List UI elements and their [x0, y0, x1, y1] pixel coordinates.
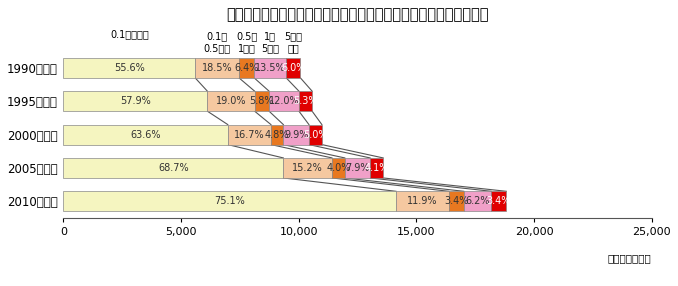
- Text: 5トン
以上: 5トン 以上: [284, 31, 302, 53]
- Text: 6.4%: 6.4%: [235, 63, 259, 73]
- Bar: [63, 58, 195, 78]
- Text: 4.0%: 4.0%: [326, 163, 351, 173]
- Text: 5.8%: 5.8%: [250, 96, 274, 106]
- Text: 63.6%: 63.6%: [130, 130, 161, 140]
- Bar: [309, 125, 322, 145]
- Bar: [286, 58, 300, 78]
- Text: 0.5～
1トン: 0.5～ 1トン: [236, 31, 257, 53]
- Bar: [63, 191, 396, 211]
- Bar: [254, 58, 286, 78]
- Text: 13.5%: 13.5%: [255, 63, 285, 73]
- Bar: [207, 91, 255, 111]
- Text: 7.9%: 7.9%: [345, 163, 370, 173]
- Bar: [491, 191, 506, 211]
- Text: 57.9%: 57.9%: [120, 96, 151, 106]
- Text: 1～
5トン: 1～ 5トン: [261, 31, 279, 53]
- Text: 3.4%: 3.4%: [444, 196, 468, 206]
- Bar: [63, 158, 283, 178]
- Text: 5.0%: 5.0%: [303, 130, 327, 140]
- Text: 12.0%: 12.0%: [268, 96, 300, 106]
- Text: 0.1～
0.5トン: 0.1～ 0.5トン: [203, 31, 231, 53]
- Bar: [449, 191, 464, 211]
- Text: 19.0%: 19.0%: [216, 96, 246, 106]
- Text: 5.3%: 5.3%: [294, 96, 318, 106]
- Title: 物流センサスからみた「１件あたり輸送ロット別物流件数の推移」: 物流センサスからみた「１件あたり輸送ロット別物流件数の推移」: [226, 7, 489, 22]
- Text: 0.1トン未満: 0.1トン未満: [110, 29, 148, 39]
- Bar: [299, 91, 312, 111]
- Bar: [283, 125, 309, 145]
- Text: （単位：千件）: （単位：千件）: [608, 253, 652, 263]
- Bar: [332, 158, 345, 178]
- Text: 16.7%: 16.7%: [234, 130, 264, 140]
- Text: 9.9%: 9.9%: [284, 130, 308, 140]
- Bar: [464, 191, 491, 211]
- Text: 6.0%: 6.0%: [281, 63, 306, 73]
- Bar: [228, 125, 271, 145]
- Bar: [63, 125, 228, 145]
- Text: 15.2%: 15.2%: [292, 163, 323, 173]
- Bar: [396, 191, 449, 211]
- Text: 55.6%: 55.6%: [114, 63, 144, 73]
- Text: 75.1%: 75.1%: [214, 196, 245, 206]
- Bar: [370, 158, 383, 178]
- Text: 18.5%: 18.5%: [202, 63, 233, 73]
- Bar: [195, 58, 239, 78]
- Bar: [239, 58, 254, 78]
- Text: 3.4%: 3.4%: [487, 196, 511, 206]
- Text: 4.1%: 4.1%: [365, 163, 388, 173]
- Text: 11.9%: 11.9%: [407, 196, 437, 206]
- Bar: [255, 91, 269, 111]
- Text: 68.7%: 68.7%: [158, 163, 188, 173]
- Bar: [63, 91, 207, 111]
- Bar: [345, 158, 370, 178]
- Text: 4.8%: 4.8%: [265, 130, 290, 140]
- Bar: [271, 125, 283, 145]
- Bar: [283, 158, 332, 178]
- Text: 6.2%: 6.2%: [465, 196, 490, 206]
- Bar: [269, 91, 299, 111]
